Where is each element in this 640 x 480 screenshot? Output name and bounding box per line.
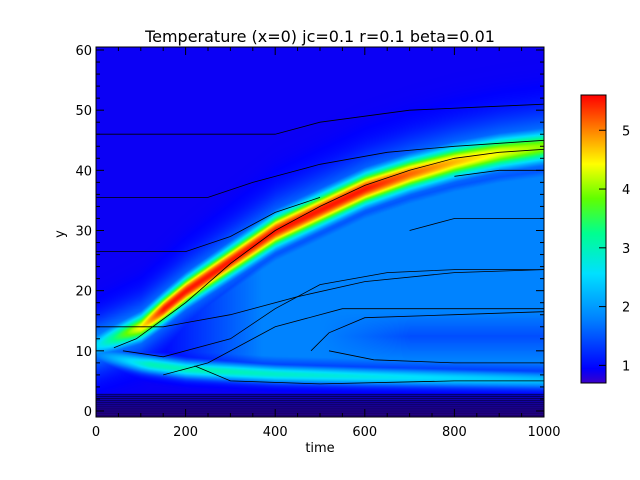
colorbar-tick-label: 2: [622, 301, 630, 316]
colorbar-tick-label: 5: [622, 124, 630, 139]
contour-line: [96, 103, 545, 135]
y-tick-label: 50: [75, 104, 92, 119]
x-tick-label: 400: [263, 425, 288, 440]
x-tick-label: 0: [92, 425, 100, 440]
x-tick-label: 600: [352, 425, 377, 440]
plot-area: [95, 46, 545, 418]
colorbar-tick-label: 1: [622, 359, 630, 374]
contour-line: [194, 365, 544, 385]
contour-line: [409, 218, 544, 231]
x-axis-label: time: [305, 441, 334, 456]
y-tick-label: 0: [84, 405, 92, 420]
contour-line: [122, 269, 544, 358]
y-tick-label: 10: [75, 345, 92, 360]
colorbar-tick-label: 4: [622, 183, 630, 198]
y-axis-label: y: [53, 230, 68, 238]
x-tick-label: 800: [442, 425, 467, 440]
colorbar-tick-label: 3: [622, 242, 630, 257]
contour-line: [163, 308, 544, 376]
contour-line: [96, 197, 321, 252]
contour-line: [310, 311, 545, 352]
x-axis: 0 200 400 600 800 1000: [92, 47, 561, 440]
chart-title: Temperature (x=0) jc=0.1 r=0.1 beta=0.01: [144, 27, 495, 46]
colorbar-gradient: [580, 94, 607, 384]
contour-lines: [96, 103, 545, 385]
y-tick-label: 60: [75, 44, 92, 59]
heatmap-canvas: [96, 47, 544, 417]
y-axis: 0 10 20 30 40 50 60: [75, 44, 544, 420]
x-tick-label: 200: [173, 425, 198, 440]
contour-line: [328, 350, 544, 364]
contour-line: [113, 148, 545, 349]
colorbar-ticks: 1 2 3 4 5: [599, 124, 630, 374]
y-tick-label: 40: [75, 164, 92, 179]
x-tick-label: 1000: [527, 425, 560, 440]
colorbar: 1 2 3 4 5: [580, 94, 630, 384]
y-tick-label: 30: [75, 224, 92, 239]
y-tick-label: 20: [75, 285, 92, 300]
contour-line: [454, 169, 544, 177]
contour-line: [96, 139, 545, 198]
